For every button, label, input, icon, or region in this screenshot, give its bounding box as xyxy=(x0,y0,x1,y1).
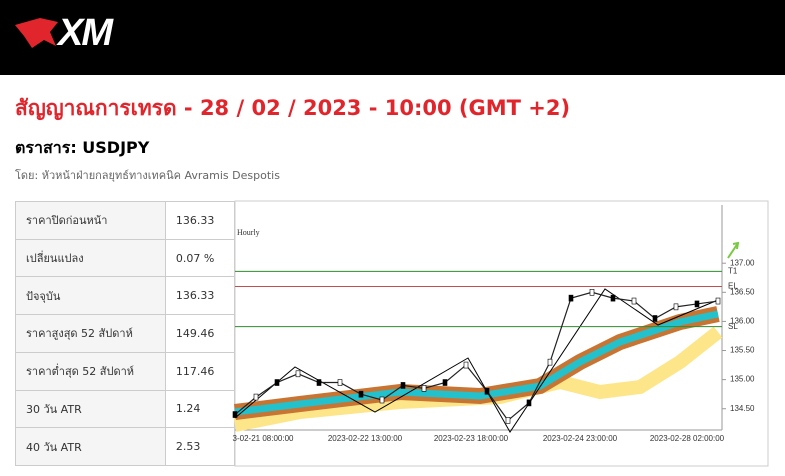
value-cell: 149.46 xyxy=(164,314,236,353)
arrow xyxy=(727,241,740,259)
value-cell: 136.33 xyxy=(164,276,236,316)
value-cell: 1.24 xyxy=(164,389,236,429)
logo-icon xyxy=(15,18,58,48)
price-bar xyxy=(694,300,700,308)
price-bar xyxy=(589,289,595,296)
y-tick-label: 134.50 xyxy=(730,404,755,413)
x-tick-label: 2023-02-23 18:00:00 xyxy=(434,434,509,443)
label-cell: 40 วัน ATR xyxy=(15,427,166,466)
level-label: EL xyxy=(728,282,738,291)
table-row: 40 วัน ATR 2.53 xyxy=(15,427,236,466)
level-label: T1 xyxy=(728,266,738,275)
instrument: ตราสาร: USDJPY xyxy=(15,138,150,157)
zigzag xyxy=(234,288,719,433)
price-bar xyxy=(505,417,511,424)
label-cell: 30 วัน ATR xyxy=(15,389,166,429)
y-tick-label: 137.00 xyxy=(730,258,755,267)
chart-label: Hourly xyxy=(237,228,260,237)
table-row: เปลี่ยนแปลง 0.07 % xyxy=(15,238,236,278)
title: สัญญาณการเทรด - 28 / 02 / 2023 - 10:00 (… xyxy=(15,96,571,120)
band xyxy=(233,326,723,432)
value-cell: 2.53 xyxy=(164,427,236,466)
level-label: SL xyxy=(728,322,738,331)
header: XM xyxy=(0,0,785,75)
x-tick-label: 3-02-21 08:00:00 xyxy=(233,434,294,443)
x-tick-label: 2023-02-28 02:00:00 xyxy=(650,434,725,443)
price-bar xyxy=(547,358,553,366)
y-tick-label: 135.00 xyxy=(730,375,755,384)
y-tick-label: 135.50 xyxy=(730,346,755,355)
x-tick-label: 2023-02-24 23:00:00 xyxy=(543,434,618,443)
price-bar xyxy=(673,303,679,311)
label-cell: ราคาสูงสุด 52 สัปดาห์ xyxy=(15,314,166,353)
value-cell: 0.07 % xyxy=(164,238,236,278)
x-tick-label: 2023-02-22 13:00:00 xyxy=(328,434,403,443)
stats-table: ราคาปิดก่อนหน้า 136.33 เปลี่ยนแปลง 0.07 % ปั… xyxy=(15,201,236,466)
price-bar xyxy=(253,393,259,401)
price-bar xyxy=(295,370,301,378)
price-bar xyxy=(421,385,427,392)
price-bar xyxy=(463,361,469,369)
value-cell: 136.33 xyxy=(164,201,236,240)
price-bar xyxy=(610,294,616,302)
price-bar xyxy=(631,297,637,305)
author: โดย: หัวหน้าฝ่ายกลยุทธ์ทางเทคนิค Avramis… xyxy=(15,169,280,182)
y-tick-label: 136.50 xyxy=(730,287,755,296)
price-bar xyxy=(568,294,574,302)
price-bar xyxy=(379,396,385,404)
table-row: 30 วัน ATR 1.24 xyxy=(15,389,236,429)
table-row: ปัจจุบัน 136.33 xyxy=(15,276,236,316)
price-bar xyxy=(400,382,406,389)
table-row: ราคาปิดก่อนหน้า 136.33 xyxy=(15,201,236,240)
label-cell: ราคาต่ำสุด 52 สัปดาห์ xyxy=(15,351,166,391)
price-bar xyxy=(484,387,490,395)
table-row: ราคาสูงสุด 52 สัปดาห์ 149.46 xyxy=(15,314,236,353)
price-bar xyxy=(358,390,364,398)
label-cell: เปลี่ยนแปลง xyxy=(15,238,166,278)
label-cell: ราคาปิดก่อนหน้า xyxy=(15,201,166,240)
price-bar xyxy=(526,399,532,407)
value-cell: 117.46 xyxy=(164,351,236,391)
chart-frame xyxy=(234,200,769,467)
y-tick-label: 136.00 xyxy=(730,317,755,326)
price-bar xyxy=(337,379,343,386)
price-bar xyxy=(715,297,721,305)
band xyxy=(234,306,720,420)
price-bar xyxy=(652,315,658,322)
price-bar xyxy=(274,379,280,386)
band xyxy=(234,310,719,416)
price-bar xyxy=(442,379,448,386)
label-cell: ปัจจุบัน xyxy=(15,276,166,316)
table-row: ราคาต่ำสุด 52 สัปดาห์ 117.46 xyxy=(15,351,236,391)
price-line xyxy=(234,291,719,422)
logo: XM xyxy=(58,12,113,54)
price-bar xyxy=(316,379,322,386)
